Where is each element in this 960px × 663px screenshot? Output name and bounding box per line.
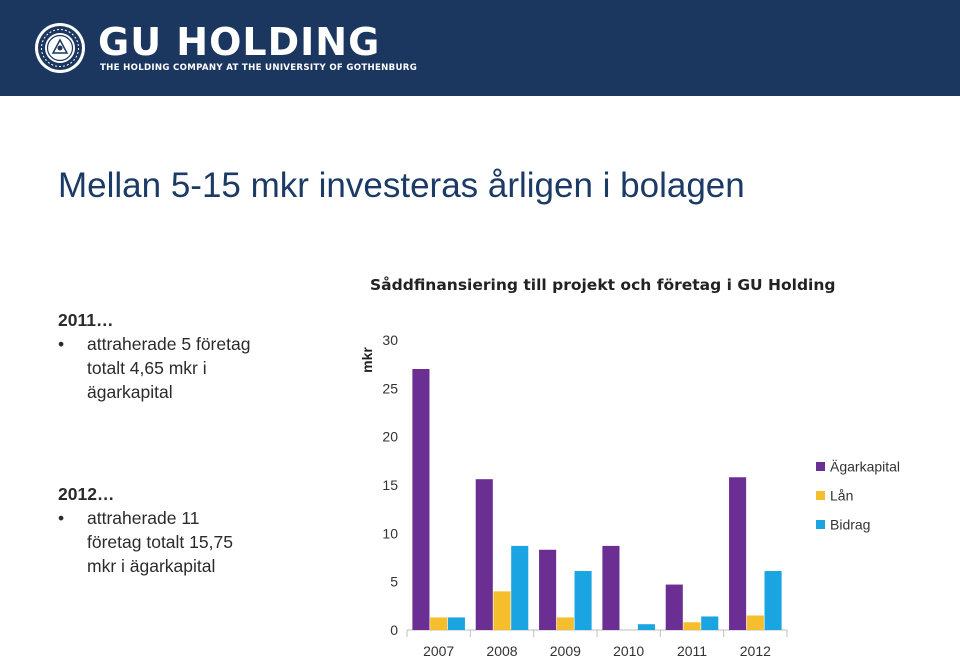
summary-year: 2011… (58, 310, 114, 330)
x-tick-label: 2011 (677, 643, 707, 659)
y-tick-label: 5 (390, 574, 398, 590)
bar-ägarkapital (602, 545, 620, 630)
bar-lån (430, 617, 448, 630)
x-tick-label: 2007 (423, 643, 454, 659)
legend-label: Bidrag (830, 517, 870, 533)
funding-bar-chart: Såddfinansiering till projekt och företa… (359, 275, 900, 659)
bar-bidrag (701, 616, 719, 630)
bar-ägarkapital (412, 369, 430, 630)
bar-ägarkapital (475, 479, 493, 630)
bar-bidrag (637, 624, 655, 630)
bar-lån (683, 622, 701, 630)
y-tick-label: 25 (382, 380, 398, 396)
bullet-line: ägarkapital (87, 382, 173, 402)
chart-title: Såddfinansiering till projekt och företa… (370, 275, 836, 294)
bullet-line: totalt 4,65 mkr i (87, 358, 207, 378)
brand-name: GU HOLDING (98, 20, 381, 64)
bullet-item: attraherade 11 företag totalt 15,75 mkr … (58, 506, 233, 578)
y-tick-label: 20 (382, 429, 398, 445)
summary-2011: 2011… attraherade 5 företag totalt 4,65 … (58, 308, 251, 404)
bullet-list: attraherade 11 företag totalt 15,75 mkr … (58, 506, 233, 578)
legend-label: Ägarkapital (830, 459, 900, 475)
y-axis-label: mkr (359, 347, 375, 373)
bar-bidrag (511, 545, 529, 630)
bar-lån (493, 591, 511, 630)
brand-tagline: THE HOLDING COMPANY AT THE UNIVERSITY OF… (100, 63, 418, 73)
y-tick-label: 30 (382, 332, 398, 348)
x-tick-label: 2012 (740, 643, 771, 659)
bullet-line: mkr i ägarkapital (87, 556, 216, 576)
y-tick-label: 0 (390, 622, 398, 638)
x-tick-label: 2010 (613, 643, 644, 659)
summary-2012: 2012… attraherade 11 företag totalt 15,7… (58, 482, 233, 578)
legend-label: Lån (830, 488, 853, 504)
legend-swatch (816, 462, 825, 471)
bar-lån (556, 617, 574, 630)
header-banner: GU HOLDING THE HOLDING COMPANY AT THE UN… (0, 0, 960, 96)
bar-bidrag (447, 617, 465, 630)
university-seal-icon (35, 23, 85, 73)
bar-ägarkapital (729, 477, 747, 630)
bullet-list: attraherade 5 företag totalt 4,65 mkr i … (58, 332, 251, 404)
page-title: Mellan 5-15 mkr investeras årligen i bol… (58, 166, 745, 205)
bullet-item: attraherade 5 företag totalt 4,65 mkr i … (58, 332, 251, 404)
bar-ägarkapital (665, 584, 683, 630)
y-tick-label: 10 (382, 525, 398, 541)
summary-year: 2012… (58, 484, 115, 504)
bullet-line: attraherade 5 företag (87, 334, 251, 354)
bar-bidrag (574, 571, 592, 630)
x-tick-label: 2008 (486, 643, 517, 659)
bar-lån (746, 615, 764, 630)
bullet-line: attraherade 11 (87, 508, 200, 528)
bar-bidrag (764, 571, 782, 630)
bullet-line: företag totalt 15,75 (87, 532, 233, 552)
y-tick-label: 15 (382, 477, 398, 493)
legend-swatch (816, 491, 825, 500)
bar-ägarkapital (539, 549, 557, 630)
legend-swatch (816, 520, 825, 529)
x-tick-label: 2009 (550, 643, 581, 659)
